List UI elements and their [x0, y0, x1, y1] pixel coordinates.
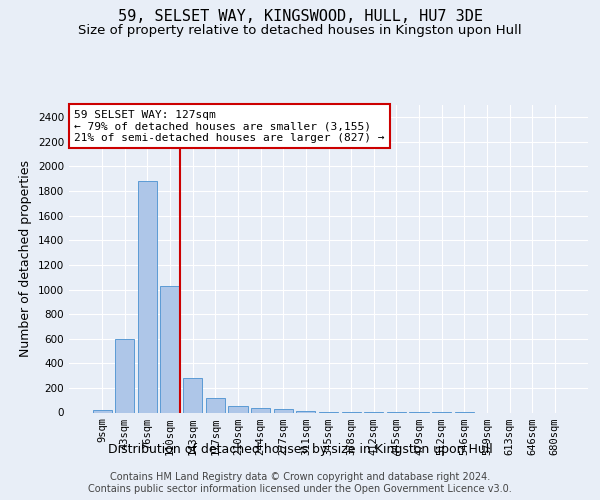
Bar	[229, 406, 248, 412]
Bar	[206, 398, 225, 412]
Text: Contains HM Land Registry data © Crown copyright and database right 2024.
Contai: Contains HM Land Registry data © Crown c…	[88, 472, 512, 494]
Text: Distribution of detached houses by size in Kingston upon Hull: Distribution of detached houses by size …	[107, 442, 493, 456]
Y-axis label: Number of detached properties: Number of detached properties	[19, 160, 32, 357]
Bar	[138, 182, 157, 412]
Text: 59 SELSET WAY: 127sqm
← 79% of detached houses are smaller (3,155)
21% of semi-d: 59 SELSET WAY: 127sqm ← 79% of detached …	[74, 110, 385, 143]
Bar	[251, 408, 270, 412]
Bar	[274, 409, 293, 412]
Bar	[160, 286, 180, 412]
Bar	[296, 410, 316, 412]
Bar	[115, 338, 134, 412]
Text: 59, SELSET WAY, KINGSWOOD, HULL, HU7 3DE: 59, SELSET WAY, KINGSWOOD, HULL, HU7 3DE	[118, 9, 482, 24]
Bar	[183, 378, 202, 412]
Bar	[92, 410, 112, 412]
Text: Size of property relative to detached houses in Kingston upon Hull: Size of property relative to detached ho…	[78, 24, 522, 37]
